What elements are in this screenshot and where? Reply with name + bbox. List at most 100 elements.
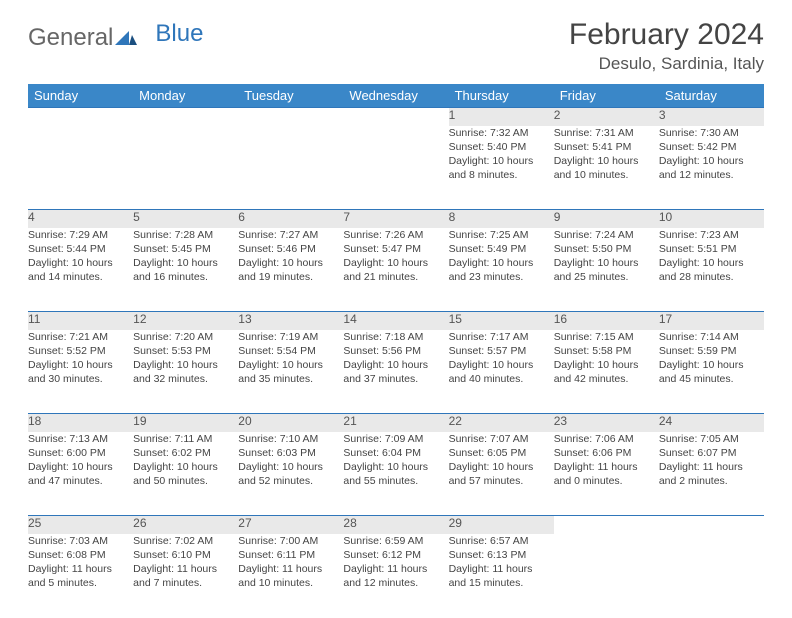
day-number-cell: 3 bbox=[659, 108, 764, 126]
sunset-text: Sunset: 5:56 PM bbox=[343, 344, 448, 358]
detail-row: Sunrise: 7:29 AMSunset: 5:44 PMDaylight:… bbox=[28, 228, 764, 312]
day-number-cell: 29 bbox=[449, 516, 554, 534]
sunset-text: Sunset: 6:03 PM bbox=[238, 446, 343, 460]
daynum-row: 11121314151617 bbox=[28, 312, 764, 330]
daylight-text: and 14 minutes. bbox=[28, 270, 133, 284]
daylight-text: Daylight: 10 hours bbox=[554, 358, 659, 372]
logo-text-general: General bbox=[28, 24, 113, 52]
day-detail-cell: Sunrise: 7:03 AMSunset: 6:08 PMDaylight:… bbox=[28, 534, 133, 618]
day-number-cell: 20 bbox=[238, 414, 343, 432]
sunset-text: Sunset: 5:47 PM bbox=[343, 242, 448, 256]
day-detail-cell: Sunrise: 7:21 AMSunset: 5:52 PMDaylight:… bbox=[28, 330, 133, 414]
daylight-text: Daylight: 10 hours bbox=[28, 460, 133, 474]
day-number-cell bbox=[343, 108, 448, 126]
day-detail-cell: Sunrise: 7:13 AMSunset: 6:00 PMDaylight:… bbox=[28, 432, 133, 516]
day-detail-cell: Sunrise: 7:11 AMSunset: 6:02 PMDaylight:… bbox=[133, 432, 238, 516]
detail-row: Sunrise: 7:21 AMSunset: 5:52 PMDaylight:… bbox=[28, 330, 764, 414]
day-detail-cell: Sunrise: 7:31 AMSunset: 5:41 PMDaylight:… bbox=[554, 126, 659, 210]
sunset-text: Sunset: 5:59 PM bbox=[659, 344, 764, 358]
sunset-text: Sunset: 5:44 PM bbox=[28, 242, 133, 256]
weekday-header: Sunday bbox=[28, 84, 133, 108]
sunrise-text: Sunrise: 7:02 AM bbox=[133, 534, 238, 548]
sunrise-text: Sunrise: 7:26 AM bbox=[343, 228, 448, 242]
day-detail-cell bbox=[554, 534, 659, 618]
daylight-text: Daylight: 10 hours bbox=[238, 256, 343, 270]
day-number-cell: 7 bbox=[343, 210, 448, 228]
day-number-cell: 2 bbox=[554, 108, 659, 126]
location-subtitle: Desulo, Sardinia, Italy bbox=[569, 54, 764, 74]
sunset-text: Sunset: 5:45 PM bbox=[133, 242, 238, 256]
sunset-text: Sunset: 5:54 PM bbox=[238, 344, 343, 358]
day-number-cell: 21 bbox=[343, 414, 448, 432]
sunrise-text: Sunrise: 7:19 AM bbox=[238, 330, 343, 344]
daylight-text: and 5 minutes. bbox=[28, 576, 133, 590]
day-number-cell: 5 bbox=[133, 210, 238, 228]
sunset-text: Sunset: 6:04 PM bbox=[343, 446, 448, 460]
day-number-cell: 14 bbox=[343, 312, 448, 330]
sunrise-text: Sunrise: 7:27 AM bbox=[238, 228, 343, 242]
sunrise-text: Sunrise: 7:11 AM bbox=[133, 432, 238, 446]
daylight-text: and 55 minutes. bbox=[343, 474, 448, 488]
day-number-cell: 27 bbox=[238, 516, 343, 534]
day-number-cell: 17 bbox=[659, 312, 764, 330]
sunrise-text: Sunrise: 7:07 AM bbox=[449, 432, 554, 446]
day-detail-cell: Sunrise: 7:02 AMSunset: 6:10 PMDaylight:… bbox=[133, 534, 238, 618]
weekday-header: Saturday bbox=[659, 84, 764, 108]
sunset-text: Sunset: 6:13 PM bbox=[449, 548, 554, 562]
day-number-cell: 19 bbox=[133, 414, 238, 432]
day-number-cell: 8 bbox=[449, 210, 554, 228]
sunrise-text: Sunrise: 7:25 AM bbox=[449, 228, 554, 242]
day-number-cell: 15 bbox=[449, 312, 554, 330]
day-detail-cell bbox=[28, 126, 133, 210]
daynum-row: 123 bbox=[28, 108, 764, 126]
day-number-cell: 4 bbox=[28, 210, 133, 228]
daylight-text: Daylight: 11 hours bbox=[449, 562, 554, 576]
day-number-cell: 1 bbox=[449, 108, 554, 126]
day-number-cell bbox=[238, 108, 343, 126]
day-number-cell: 18 bbox=[28, 414, 133, 432]
day-number-cell: 24 bbox=[659, 414, 764, 432]
weekday-header: Friday bbox=[554, 84, 659, 108]
sunrise-text: Sunrise: 7:14 AM bbox=[659, 330, 764, 344]
daylight-text: and 15 minutes. bbox=[449, 576, 554, 590]
daylight-text: and 25 minutes. bbox=[554, 270, 659, 284]
sunrise-text: Sunrise: 7:03 AM bbox=[28, 534, 133, 548]
day-detail-cell: Sunrise: 7:32 AMSunset: 5:40 PMDaylight:… bbox=[449, 126, 554, 210]
weekday-header-row: Sunday Monday Tuesday Wednesday Thursday… bbox=[28, 84, 764, 108]
weekday-header: Thursday bbox=[449, 84, 554, 108]
sunset-text: Sunset: 5:50 PM bbox=[554, 242, 659, 256]
title-block: February 2024 Desulo, Sardinia, Italy bbox=[569, 18, 764, 74]
sunrise-text: Sunrise: 7:05 AM bbox=[659, 432, 764, 446]
day-number-cell: 25 bbox=[28, 516, 133, 534]
sunset-text: Sunset: 5:57 PM bbox=[449, 344, 554, 358]
calendar-table: Sunday Monday Tuesday Wednesday Thursday… bbox=[28, 84, 764, 618]
daylight-text: and 32 minutes. bbox=[133, 372, 238, 386]
day-detail-cell: Sunrise: 6:59 AMSunset: 6:12 PMDaylight:… bbox=[343, 534, 448, 618]
daynum-row: 2526272829 bbox=[28, 516, 764, 534]
weekday-header: Monday bbox=[133, 84, 238, 108]
day-detail-cell: Sunrise: 7:19 AMSunset: 5:54 PMDaylight:… bbox=[238, 330, 343, 414]
daylight-text: Daylight: 10 hours bbox=[28, 256, 133, 270]
day-detail-cell: Sunrise: 7:05 AMSunset: 6:07 PMDaylight:… bbox=[659, 432, 764, 516]
sunset-text: Sunset: 6:07 PM bbox=[659, 446, 764, 460]
day-number-cell: 22 bbox=[449, 414, 554, 432]
day-number-cell: 23 bbox=[554, 414, 659, 432]
sunset-text: Sunset: 6:08 PM bbox=[28, 548, 133, 562]
detail-row: Sunrise: 7:32 AMSunset: 5:40 PMDaylight:… bbox=[28, 126, 764, 210]
day-number-cell: 10 bbox=[659, 210, 764, 228]
sunset-text: Sunset: 5:40 PM bbox=[449, 140, 554, 154]
daylight-text: and 7 minutes. bbox=[133, 576, 238, 590]
day-number-cell: 26 bbox=[133, 516, 238, 534]
day-detail-cell: Sunrise: 7:10 AMSunset: 6:03 PMDaylight:… bbox=[238, 432, 343, 516]
logo: General Blue bbox=[28, 18, 203, 52]
day-detail-cell: Sunrise: 7:30 AMSunset: 5:42 PMDaylight:… bbox=[659, 126, 764, 210]
sunrise-text: Sunrise: 7:00 AM bbox=[238, 534, 343, 548]
sunrise-text: Sunrise: 7:31 AM bbox=[554, 126, 659, 140]
day-detail-cell: Sunrise: 6:57 AMSunset: 6:13 PMDaylight:… bbox=[449, 534, 554, 618]
day-number-cell bbox=[554, 516, 659, 534]
sunrise-text: Sunrise: 7:17 AM bbox=[449, 330, 554, 344]
daylight-text: and 52 minutes. bbox=[238, 474, 343, 488]
day-detail-cell: Sunrise: 7:24 AMSunset: 5:50 PMDaylight:… bbox=[554, 228, 659, 312]
sunrise-text: Sunrise: 7:10 AM bbox=[238, 432, 343, 446]
daylight-text: Daylight: 11 hours bbox=[238, 562, 343, 576]
